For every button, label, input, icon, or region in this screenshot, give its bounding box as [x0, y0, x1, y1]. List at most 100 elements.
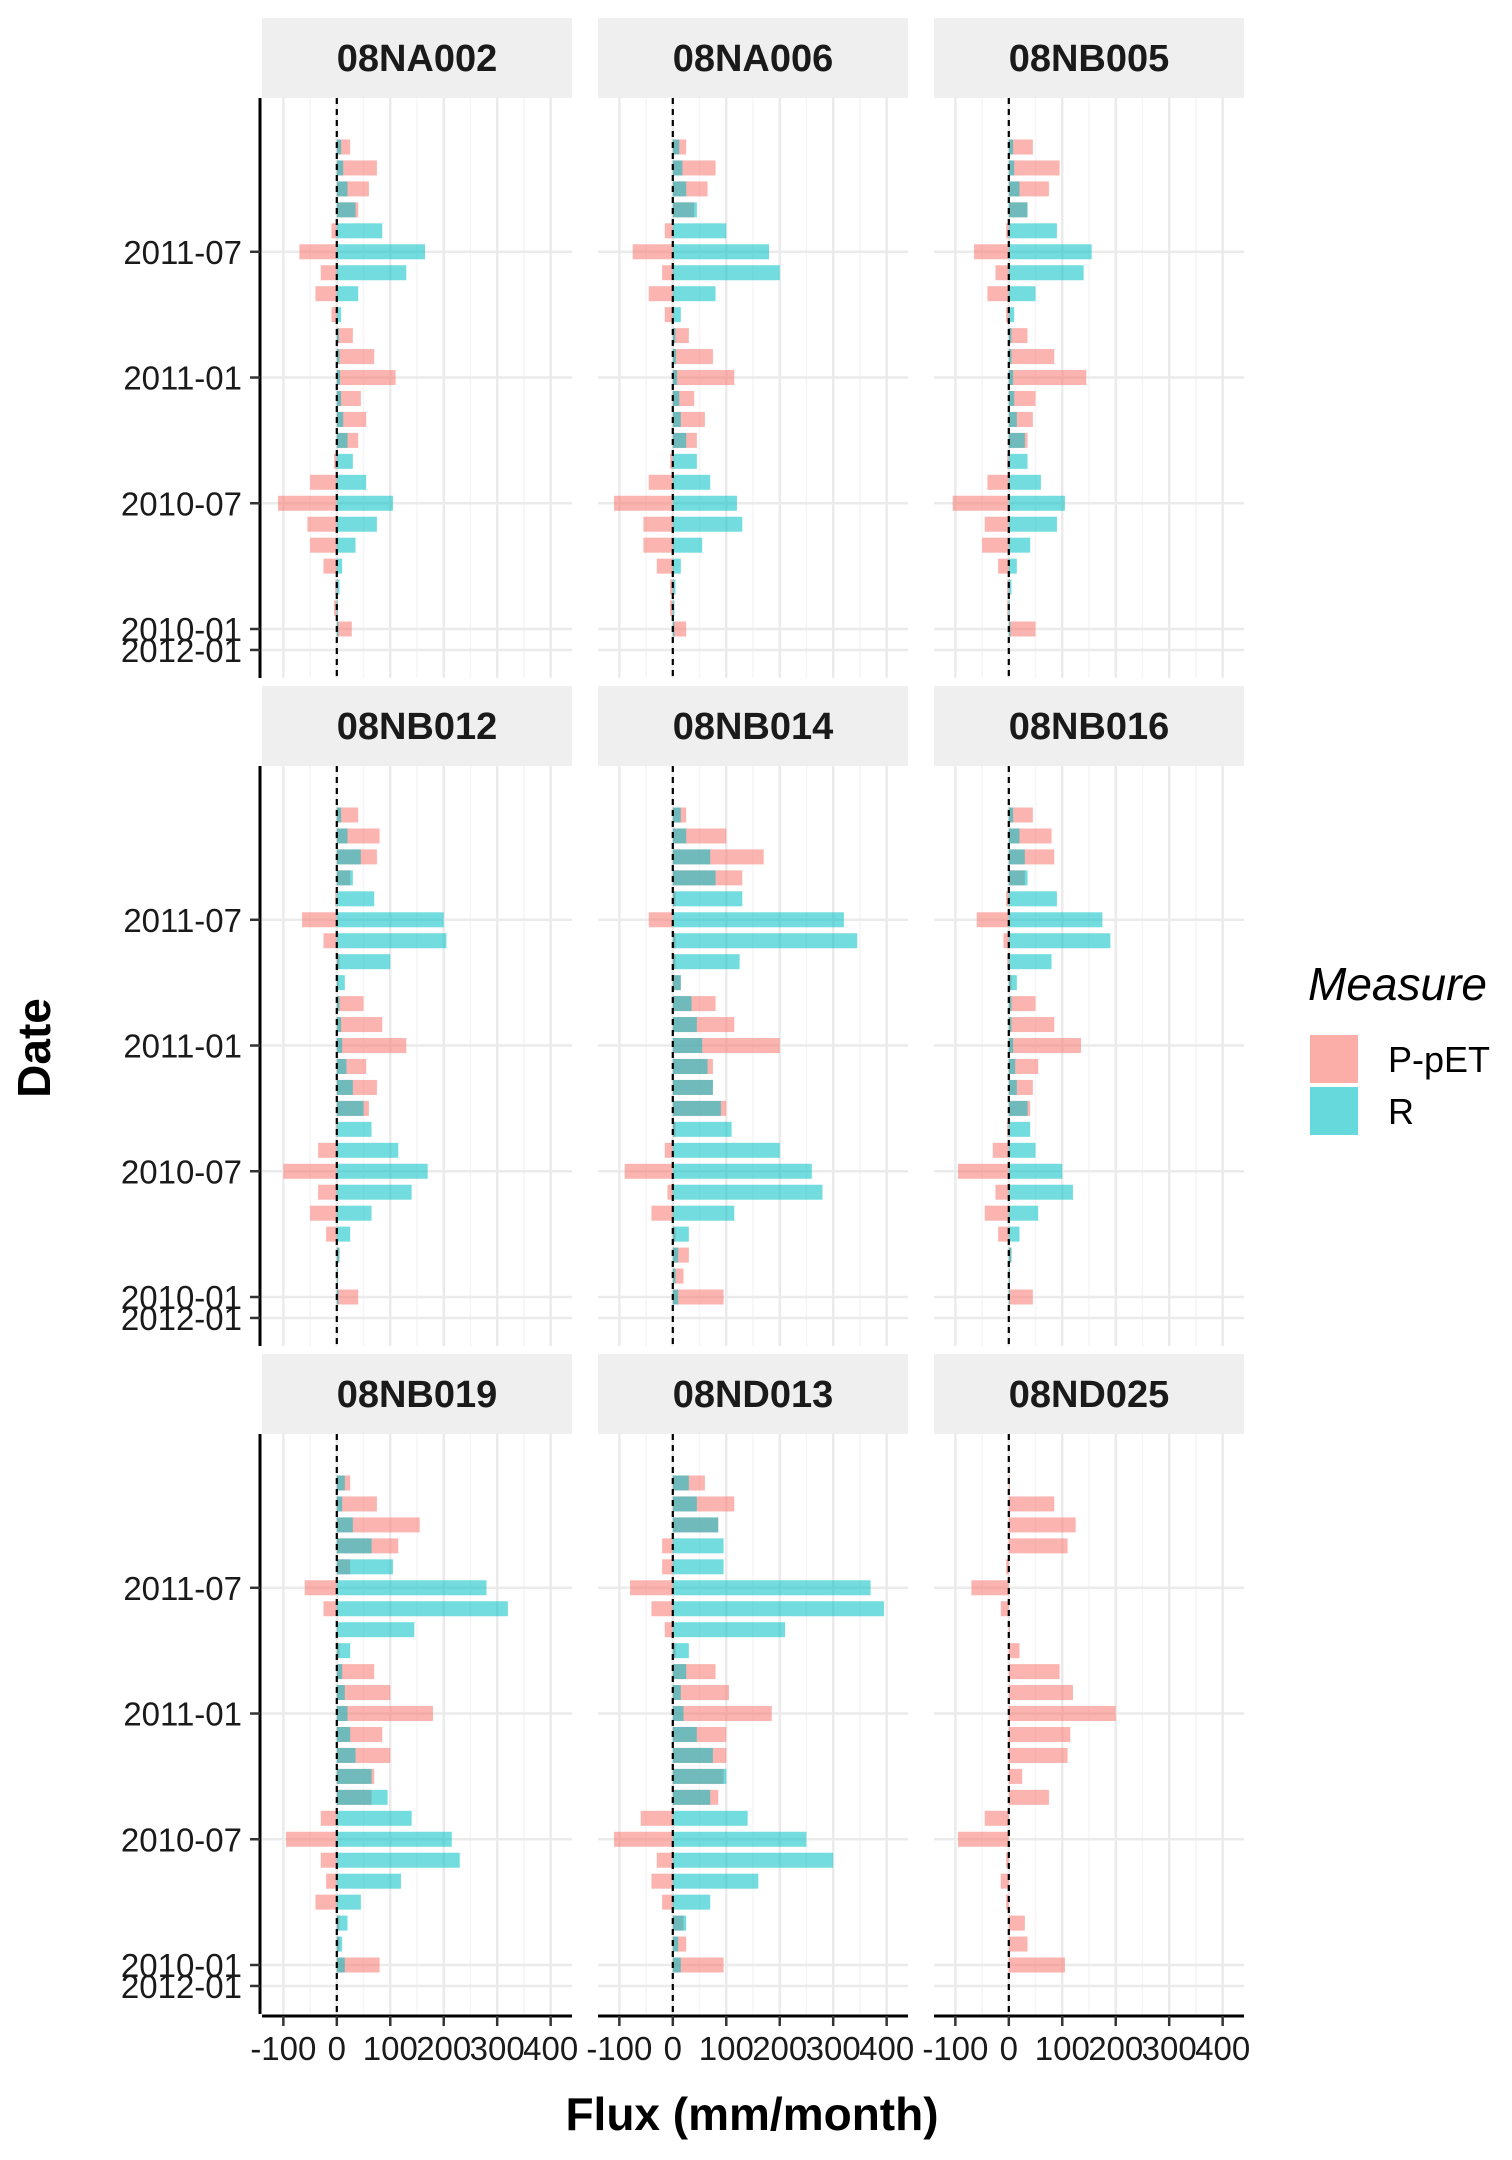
bar-p-pet-2011-08 — [1006, 223, 1009, 239]
bar-p-pet-2011-04 — [1008, 1643, 1020, 1659]
bar-r-2011-03 — [336, 328, 339, 344]
bar-p-pet-2011-03 — [1008, 1664, 1060, 1680]
bar-p-pet-2010-05 — [984, 1205, 1009, 1221]
bar-p-pet-2010-01 — [336, 1957, 380, 1973]
bar-r-2011-07 — [336, 912, 444, 928]
y-tick-label: 2010-01 — [121, 1947, 242, 1984]
bar-r-2010-08 — [336, 474, 367, 490]
bar-r-2011-02 — [1008, 349, 1012, 365]
bar-r-2010-05 — [1008, 1205, 1039, 1221]
bar-r-2011-12 — [336, 807, 342, 823]
bar-p-pet-2010-08 — [318, 1142, 337, 1158]
y-axis-title: Date — [8, 998, 60, 1098]
bar-r-2010-12 — [1008, 390, 1015, 406]
bar-r-2010-03 — [672, 1915, 687, 1931]
bar-r-2011-01 — [336, 1038, 343, 1054]
facet-panel-08na006: 08NA006 — [598, 18, 908, 678]
bar-r-2010-04 — [336, 1226, 351, 1242]
bar-p-pet-2010-03 — [1008, 1915, 1025, 1931]
bar-p-pet-2010-04 — [323, 558, 337, 574]
bar-p-pet-2010-01 — [672, 621, 687, 637]
bar-r-2011-09 — [336, 1538, 372, 1554]
bar-r-2011-03 — [336, 1664, 343, 1680]
bar-r-2011-07 — [1008, 244, 1092, 260]
bar-p-pet-2011-10 — [1008, 1517, 1076, 1533]
bar-r-2010-04 — [336, 1894, 361, 1910]
x-axis-title: Flux (mm/month) — [565, 2088, 938, 2140]
bar-r-2011-12 — [1008, 807, 1014, 823]
x-tick-label: 100 — [363, 2030, 418, 2067]
bar-r-2011-04 — [672, 1643, 689, 1659]
bar-r-2011-12 — [672, 807, 681, 823]
bar-r-2011-04 — [336, 307, 342, 323]
bar-r-2010-09 — [672, 1121, 732, 1137]
bar-p-pet-2010-02 — [672, 1268, 684, 1284]
bar-r-2010-10 — [336, 1768, 372, 1784]
bar-r-2010-06 — [1008, 1184, 1073, 1200]
bar-p-pet-2011-07 — [302, 912, 337, 928]
bar-r-2011-09 — [1008, 202, 1028, 218]
bar-p-pet-2011-11 — [336, 1496, 377, 1512]
bar-p-pet-2010-07 — [278, 495, 337, 511]
facet-title-08nd025: 08ND025 — [1009, 1374, 1170, 1416]
bar-r-2011-06 — [1008, 265, 1084, 281]
bar-r-2011-08 — [672, 891, 743, 907]
bar-r-2010-03 — [336, 1915, 348, 1931]
facet-title-08nb016: 08NB016 — [1009, 706, 1170, 748]
bar-p-pet-2011-12 — [336, 807, 359, 823]
bar-p-pet-2011-05 — [664, 1622, 673, 1638]
bar-r-2010-07 — [672, 1831, 807, 1847]
bar-p-pet-2010-08 — [987, 474, 1009, 490]
x-tick-label: 200 — [1088, 2030, 1143, 2067]
facet-panel-08na002: 08NA002 — [262, 18, 572, 678]
bar-p-pet-2011-05 — [987, 286, 1009, 302]
bar-r-2011-01 — [672, 1038, 703, 1054]
bar-r-2010-11 — [336, 411, 344, 427]
bar-p-pet-2011-04 — [1006, 307, 1009, 323]
bar-p-pet-2011-07 — [648, 912, 673, 928]
bar-r-2011-04 — [672, 975, 681, 991]
bar-p-pet-2010-05 — [982, 537, 1009, 553]
bar-p-pet-2010-07 — [614, 495, 673, 511]
bar-r-2011-04 — [672, 307, 681, 323]
bar-r-2011-04 — [1008, 307, 1015, 323]
bar-r-2011-02 — [1008, 1017, 1012, 1033]
bar-r-2010-01 — [672, 1289, 679, 1305]
bar-p-pet-2011-09 — [1008, 1538, 1068, 1554]
bar-p-pet-2010-08 — [310, 474, 337, 490]
bar-r-2010-07 — [1008, 1163, 1063, 1179]
facet-panel-08nd025: 08ND025 — [934, 1354, 1244, 2014]
bar-p-pet-2011-02 — [336, 349, 375, 365]
bar-p-pet-2011-06 — [323, 1601, 337, 1617]
bar-r-2011-09 — [672, 1538, 724, 1554]
bar-p-pet-2011-07 — [976, 912, 1009, 928]
bar-p-pet-2011-02 — [336, 1685, 391, 1701]
facet-panel-08nd013: 08ND013 — [598, 1354, 908, 2014]
bar-p-pet-2011-02 — [1008, 1017, 1055, 1033]
bar-p-pet-2010-09 — [670, 453, 673, 469]
facet-title-08nb019: 08NB019 — [337, 1374, 498, 1416]
bar-r-2011-05 — [672, 286, 716, 302]
bar-r-2011-01 — [672, 370, 678, 386]
bar-p-pet-2010-01 — [1008, 621, 1036, 637]
facet-panel-08nb012: 08NB012 — [262, 686, 572, 1346]
bar-p-pet-2010-04 — [656, 558, 673, 574]
bar-p-pet-2011-04 — [331, 307, 337, 323]
bar-p-pet-2011-07 — [299, 244, 337, 260]
facet-strip-08nd025 — [934, 1354, 1244, 1434]
bar-p-pet-2010-07 — [958, 1831, 1009, 1847]
bar-p-pet-2010-01 — [1008, 1289, 1033, 1305]
y-tick-label: 2010-01 — [121, 1279, 242, 1316]
y-tick-label: 2010-07 — [121, 1821, 242, 1858]
facet-title-08nb014: 08NB014 — [673, 706, 834, 748]
bar-r-2011-06 — [336, 933, 447, 949]
facet-panel-08nb005: 08NB005 — [934, 18, 1244, 678]
bar-r-2010-03 — [672, 1247, 679, 1263]
bar-r-2010-10 — [672, 1768, 727, 1784]
bar-r-2011-02 — [672, 349, 677, 365]
facet-strip-08nb014 — [598, 686, 908, 766]
bar-p-pet-2011-02 — [672, 349, 713, 365]
bar-r-2010-08 — [672, 1142, 780, 1158]
bar-r-2010-03 — [1008, 579, 1012, 595]
bar-r-2011-09 — [1008, 870, 1028, 886]
